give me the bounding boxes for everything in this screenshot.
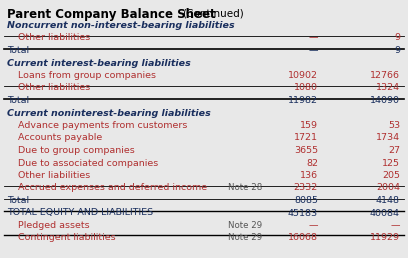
Text: 14090: 14090 <box>370 96 400 105</box>
Text: —: — <box>308 221 318 230</box>
Text: Other liabilities: Other liabilities <box>18 84 90 93</box>
Text: Other liabilities: Other liabilities <box>18 34 90 43</box>
Text: Note 29: Note 29 <box>228 221 262 230</box>
Text: Accrued expenses and deferred income: Accrued expenses and deferred income <box>18 183 207 192</box>
Text: 11982: 11982 <box>288 96 318 105</box>
Text: 1734: 1734 <box>376 133 400 142</box>
Text: Current noninterest-bearing liabilities: Current noninterest-bearing liabilities <box>7 109 211 117</box>
Text: 3655: 3655 <box>294 146 318 155</box>
Text: Noncurrent non-interest-bearing liabilities: Noncurrent non-interest-bearing liabilit… <box>7 21 235 30</box>
Text: TOTAL EQUITY AND LIABILITIES: TOTAL EQUITY AND LIABILITIES <box>7 208 153 217</box>
Text: Loans from group companies: Loans from group companies <box>18 71 156 80</box>
Text: 9: 9 <box>394 34 400 43</box>
Text: 2004: 2004 <box>376 183 400 192</box>
Text: Current interest-bearing liabilities: Current interest-bearing liabilities <box>7 59 191 68</box>
Text: —: — <box>390 221 400 230</box>
Text: 1324: 1324 <box>376 84 400 93</box>
Text: (Continued): (Continued) <box>182 8 244 18</box>
Text: Other liabilities: Other liabilities <box>18 171 90 180</box>
Text: Total: Total <box>7 196 29 205</box>
Text: 1721: 1721 <box>294 133 318 142</box>
Text: Pledged assets: Pledged assets <box>18 221 90 230</box>
Text: Due to associated companies: Due to associated companies <box>18 158 158 167</box>
Text: 10902: 10902 <box>288 71 318 80</box>
Text: 12766: 12766 <box>370 71 400 80</box>
Text: 136: 136 <box>300 171 318 180</box>
Text: 40084: 40084 <box>370 208 400 217</box>
Text: Parent Company Balance Sheet: Parent Company Balance Sheet <box>7 8 215 21</box>
Text: 45183: 45183 <box>288 208 318 217</box>
Text: 9: 9 <box>394 46 400 55</box>
Text: Note 29: Note 29 <box>228 233 262 243</box>
Text: 82: 82 <box>306 158 318 167</box>
Text: 159: 159 <box>300 121 318 130</box>
Text: —: — <box>308 46 318 55</box>
Text: 27: 27 <box>388 146 400 155</box>
Text: Accounts payable: Accounts payable <box>18 133 102 142</box>
Text: Due to group companies: Due to group companies <box>18 146 135 155</box>
Text: 4148: 4148 <box>376 196 400 205</box>
Text: —: — <box>308 34 318 43</box>
Text: Advance payments from customers: Advance payments from customers <box>18 121 187 130</box>
Text: 11929: 11929 <box>370 233 400 243</box>
Text: Note 28: Note 28 <box>228 183 262 192</box>
Text: 8085: 8085 <box>294 196 318 205</box>
Text: 205: 205 <box>382 171 400 180</box>
Text: 2332: 2332 <box>294 183 318 192</box>
Text: Contingent liabilities: Contingent liabilities <box>18 233 115 243</box>
Text: Total: Total <box>7 96 29 105</box>
Text: 53: 53 <box>388 121 400 130</box>
Text: 16068: 16068 <box>288 233 318 243</box>
Text: 1080: 1080 <box>294 84 318 93</box>
Text: Total: Total <box>7 46 29 55</box>
Text: 125: 125 <box>382 158 400 167</box>
